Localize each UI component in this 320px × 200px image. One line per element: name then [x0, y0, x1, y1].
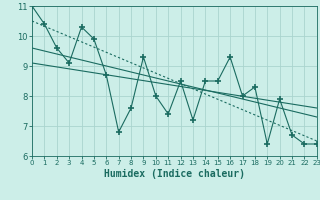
X-axis label: Humidex (Indice chaleur): Humidex (Indice chaleur) [104, 169, 245, 179]
